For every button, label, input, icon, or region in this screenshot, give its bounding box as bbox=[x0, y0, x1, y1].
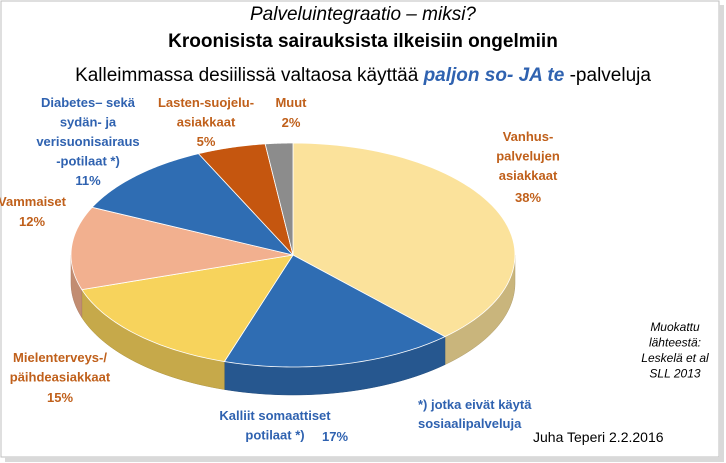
slice bbox=[81, 254, 294, 362]
slice bbox=[264, 142, 294, 256]
slice bbox=[292, 142, 516, 338]
slice bbox=[91, 153, 295, 256]
slice bbox=[70, 206, 294, 291]
annotation: *) jotka eivät käytä sosiaalipalveluja bbox=[418, 397, 532, 431]
annotation-line: sosiaalipalveluja bbox=[418, 416, 522, 431]
category-label-line: Lasten-suojelu- bbox=[158, 95, 254, 110]
category-label: Lasten-suojelu-asiakkaat bbox=[158, 95, 254, 130]
category-label-line: potilaat *) bbox=[245, 428, 304, 443]
value-label: 2% bbox=[282, 115, 301, 130]
annotation: Muokattu lähteestä: Leskelä et al SLL 2013 bbox=[641, 320, 709, 381]
annotation: Juha Teperi 2.2.2016 bbox=[533, 429, 664, 445]
category-label-line: Muut bbox=[275, 95, 307, 110]
category-label-line: Kalliit somaattiset bbox=[219, 408, 331, 423]
annotation-line: Leskelä et al bbox=[641, 351, 709, 365]
category-label: Vanhus-palvelujen asiakkaat bbox=[496, 129, 560, 183]
annotation-line: Muokattu bbox=[650, 320, 700, 334]
category-label-line: Diabetes– sekä bbox=[41, 95, 136, 110]
category-label-line: asiakkaat bbox=[499, 168, 558, 183]
slice bbox=[197, 143, 294, 256]
headline-part: -palveluja bbox=[564, 65, 651, 86]
category-label-line: -potilaat *) bbox=[56, 154, 120, 169]
category-label: Kalliit somaattiset potilaat *) bbox=[219, 408, 331, 443]
category-label-line: verisuonisairaus bbox=[36, 134, 139, 149]
headline-part: Kalleimmassa desiilissä valtaosa käyttää bbox=[75, 65, 424, 86]
labels: Vanhus-palvelujen asiakkaat 38% Kalliit som… bbox=[0, 95, 709, 445]
value-label: 38% bbox=[515, 190, 541, 205]
annotation-line: Juha Teperi 2.2.2016 bbox=[533, 429, 664, 445]
frame-shadow bbox=[719, 5, 724, 460]
value-label: 11% bbox=[75, 173, 101, 188]
category-label-line: päihdeasiakkaat bbox=[10, 370, 111, 385]
category-label: Mielenterveys-/ päihdeasiakkaat bbox=[10, 350, 111, 385]
value-label: 17% bbox=[322, 429, 348, 444]
category-label-line: sydän- ja bbox=[60, 115, 117, 130]
annotation-line: *) jotka eivät käytä bbox=[418, 397, 532, 412]
chart-subtitle: Kroonisista sairauksista ilkeisiin ongel… bbox=[168, 31, 558, 52]
headline: Kalleimmassa desiilissä valtaosa käyttää… bbox=[75, 65, 651, 86]
annotation-line: lähteestä: bbox=[649, 336, 701, 350]
category-label-line: Vammaiset bbox=[0, 194, 67, 209]
slice bbox=[223, 254, 446, 368]
value-label: 5% bbox=[197, 134, 216, 149]
category-label: Diabetes– sekä sydän- ja verisuonisairaus -… bbox=[36, 95, 139, 169]
annotation-line: SLL 2013 bbox=[649, 367, 700, 381]
headline-part: paljon so- JA te bbox=[423, 65, 565, 86]
category-label-line: asiakkaat bbox=[177, 115, 236, 130]
chart-title: Palveluintegraatio – miksi? bbox=[250, 4, 476, 25]
category-label-line: palvelujen bbox=[496, 149, 560, 164]
value-label: 15% bbox=[47, 390, 73, 405]
category-label-line: Vanhus- bbox=[503, 129, 554, 144]
category-label: Muut bbox=[275, 95, 307, 110]
category-label-line: Mielenterveys-/ bbox=[13, 350, 107, 365]
pie bbox=[70, 142, 516, 396]
category-label: Vammaiset bbox=[0, 194, 67, 209]
frame-shadow bbox=[5, 457, 724, 462]
value-label: 12% bbox=[19, 214, 45, 229]
